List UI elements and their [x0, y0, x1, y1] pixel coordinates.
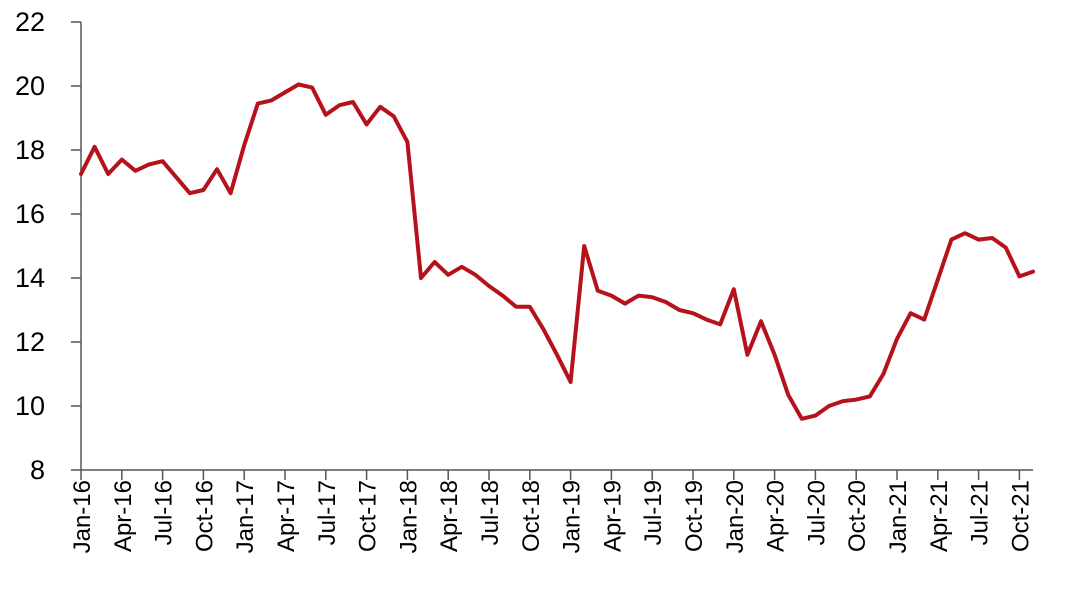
x-tick-label: Oct-20: [844, 480, 871, 552]
x-tick-label: Apr-17: [273, 480, 300, 552]
x-tick-label: Apr-21: [926, 480, 953, 552]
y-tick-label: 12: [15, 327, 45, 357]
x-tick-label: Jul-17: [314, 480, 341, 545]
x-tick-label: Apr-16: [110, 480, 137, 552]
x-tick-label: Oct-16: [191, 480, 218, 552]
x-tick-label: Jul-16: [151, 480, 178, 545]
x-tick-label: Apr-18: [436, 480, 463, 552]
y-tick-label: 8: [30, 455, 45, 485]
x-tick-label: Jan-20: [722, 480, 749, 553]
x-tick-label: Apr-20: [763, 480, 790, 552]
x-tick-label: Jan-16: [69, 480, 96, 553]
x-tick-label: Jan-18: [395, 480, 422, 553]
x-axis: Jan-16 Apr-16 Jul-16 Oct-16 Jan-17 Apr-17 Jul-…: [69, 469, 1034, 553]
series-line: [79, 82, 1035, 421]
y-tick-label: 20: [15, 71, 45, 101]
y-tick-label: 22: [15, 7, 45, 37]
x-tick-label: Jul-20: [803, 480, 830, 545]
x-tick-label: Oct-19: [681, 480, 708, 552]
y-tick-label: 16: [15, 199, 45, 229]
x-tick-label: Oct-18: [518, 480, 545, 552]
series-layer: [79, 82, 1035, 421]
y-axis: 8 10 12 14 16 18 20 22: [15, 7, 82, 485]
x-tick-label: Jan-17: [232, 480, 259, 553]
x-tick-label: Jan-21: [885, 480, 912, 553]
x-tick-label: Jul-19: [640, 480, 667, 545]
y-tick-label: 18: [15, 135, 45, 165]
x-tick-label: Oct-17: [355, 480, 382, 552]
y-tick-label: 14: [15, 263, 45, 293]
x-tick-label: Jul-18: [477, 480, 504, 545]
x-tick-label: Oct-21: [1007, 480, 1034, 552]
x-tick-label: Jan-19: [559, 480, 586, 553]
x-tick-label: Apr-19: [599, 480, 626, 552]
y-tick-label: 10: [15, 391, 45, 421]
x-tick-label: Jul-21: [967, 480, 994, 545]
